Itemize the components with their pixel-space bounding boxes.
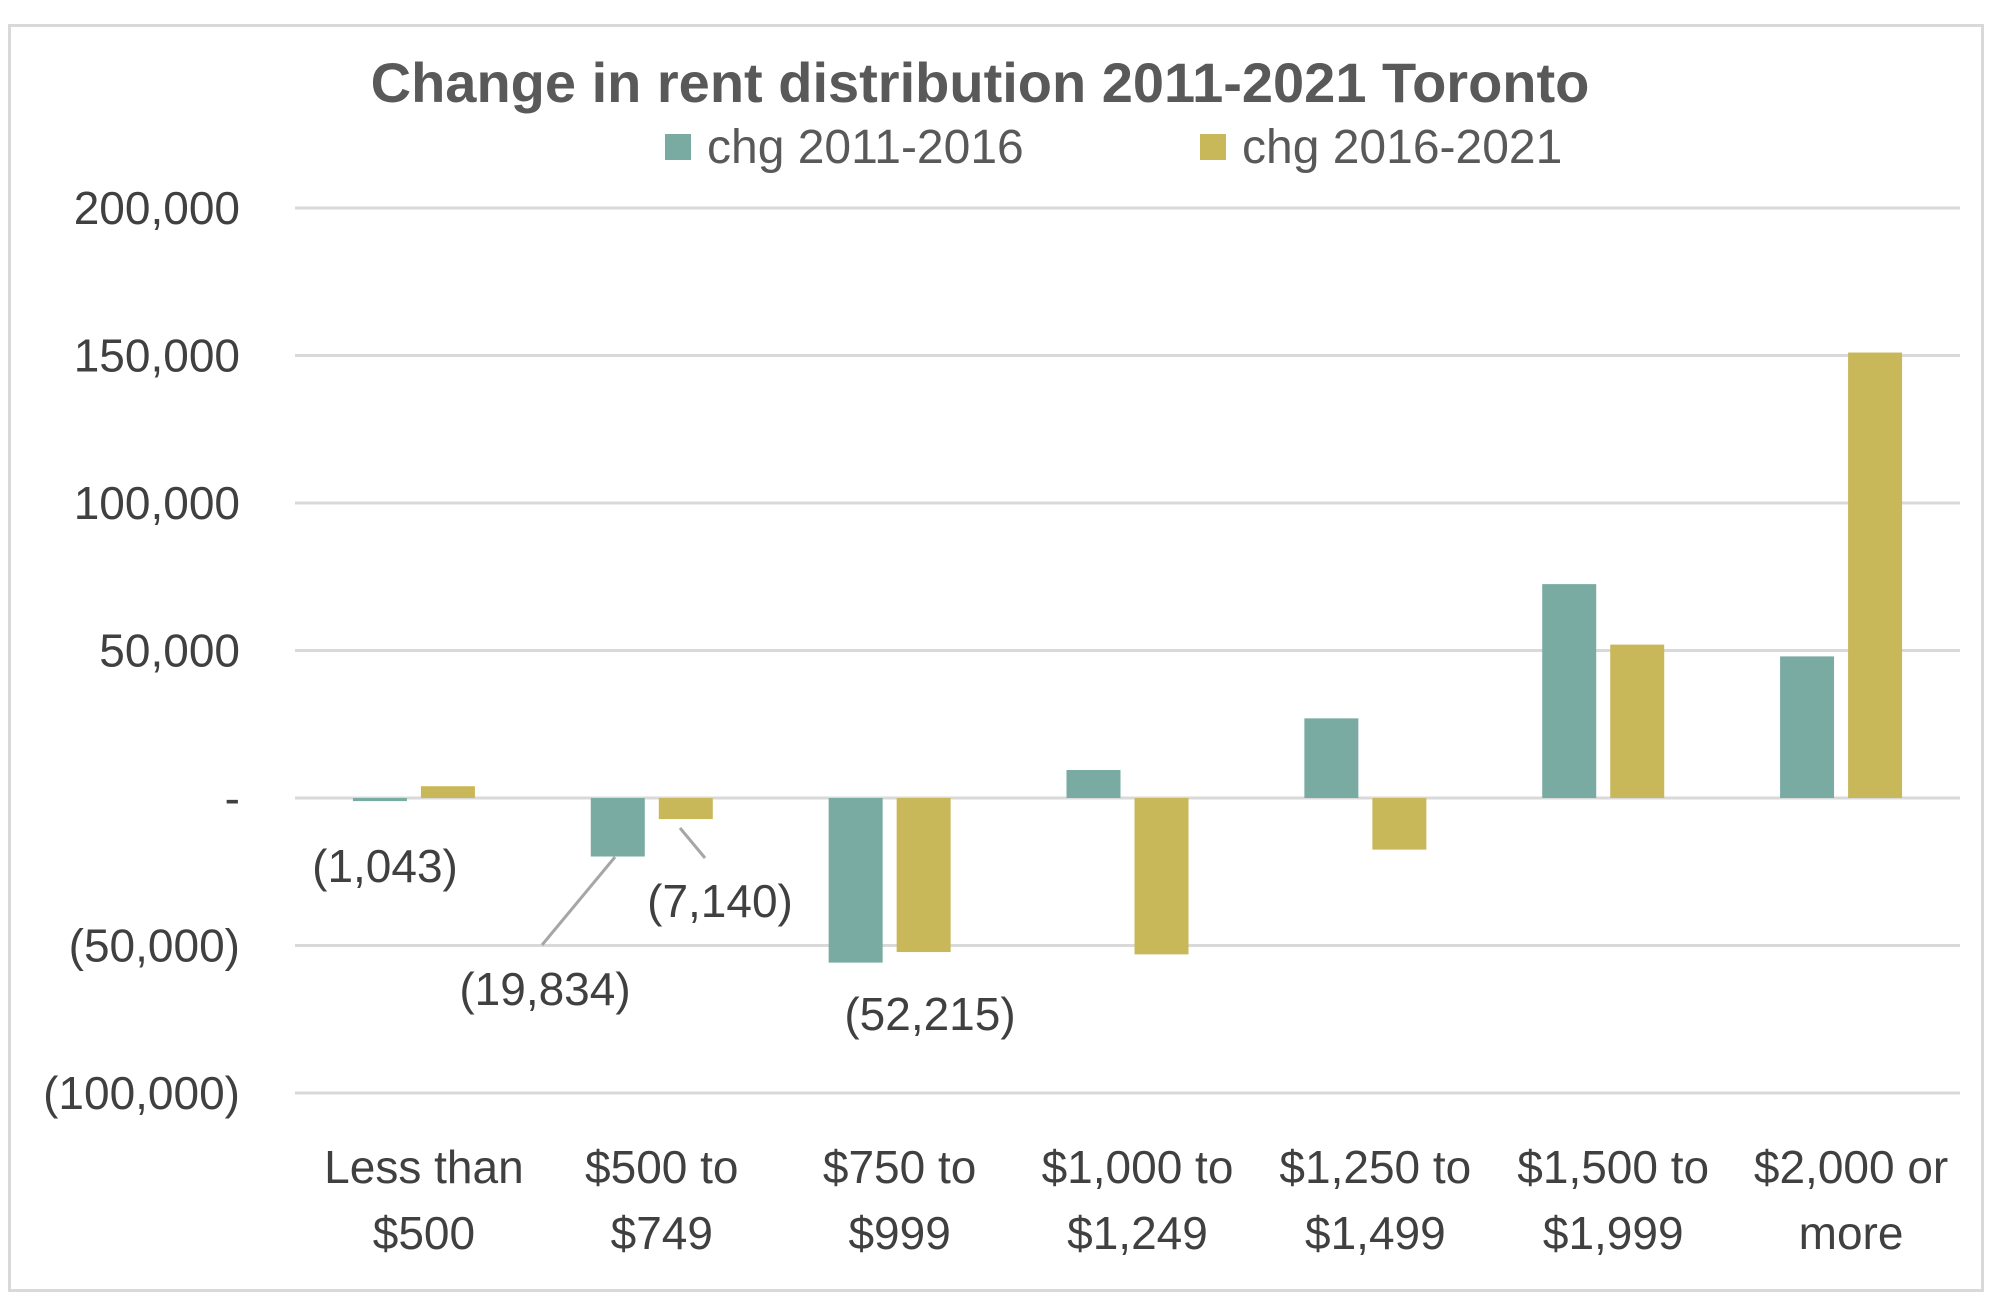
- bar-series1-cat5: [1304, 718, 1359, 798]
- bar-series2-cat6: [1610, 644, 1665, 798]
- x-tick-label: $500 to $749: [585, 1141, 738, 1259]
- bar-series2-cat7: [1848, 352, 1903, 798]
- y-tick-label: -: [225, 772, 240, 824]
- bar-series1-cat4: [1066, 769, 1121, 798]
- y-tick-label: 150,000: [74, 330, 240, 382]
- bar-series1-cat2: [590, 798, 645, 857]
- x-tick-label: $1,250 to $1,499: [1279, 1141, 1471, 1259]
- legend-swatch-1: [665, 134, 691, 160]
- legend-label-1: chg 2011-2016: [707, 121, 1024, 174]
- y-tick-label: 200,000: [74, 182, 240, 234]
- bar-series1-cat7: [1780, 656, 1835, 798]
- x-tick-label: $2,000 or more: [1754, 1141, 1948, 1259]
- data-label: (1,043): [312, 840, 458, 892]
- legend-swatch-2: [1200, 134, 1226, 160]
- x-tick-label: $750 to $999: [823, 1141, 976, 1259]
- bar-series1-cat3: [828, 798, 883, 963]
- data-label: (7,140): [647, 875, 793, 927]
- y-tick-label: (50,000): [69, 920, 240, 972]
- bar-series2-cat2: [658, 798, 713, 820]
- bar-series2-cat4: [1134, 798, 1189, 955]
- bar-series2-cat1: [420, 786, 475, 798]
- bar-series1-cat6: [1542, 584, 1597, 798]
- data-label: (52,215): [844, 988, 1015, 1040]
- y-tick-label: 100,000: [74, 477, 240, 529]
- bar-series2-cat5: [1372, 798, 1427, 850]
- data-label-leader: [540, 856, 617, 946]
- x-tick-label: $1,000 to $1,249: [1042, 1141, 1234, 1259]
- bar-series2-cat3: [896, 798, 951, 953]
- legend-label-2: chg 2016-2021: [1242, 121, 1562, 174]
- x-tick-label: Less than $500: [324, 1141, 523, 1259]
- data-label-leader: [678, 827, 707, 859]
- x-tick-label: $1,500 to $1,999: [1517, 1141, 1709, 1259]
- data-label: (19,834): [459, 963, 630, 1015]
- bar-series1-cat1: [352, 798, 407, 802]
- chart-title: Change in rent distribution 2011-2021 To…: [371, 51, 1590, 114]
- y-tick-label: (100,000): [43, 1067, 240, 1119]
- y-tick-label: 50,000: [99, 625, 240, 677]
